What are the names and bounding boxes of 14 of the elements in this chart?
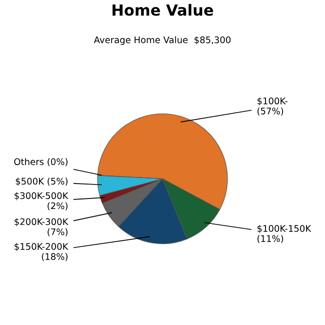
slice-label: $500K (5%) (16, 178, 68, 186)
data-label: (18%) (42, 253, 68, 262)
data-label: (57%) (258, 107, 284, 116)
data-label: (7%) (48, 228, 68, 236)
chart-subtitle: Average Home Value $85,300 (94, 36, 231, 45)
slice-label: $200K-300K (14, 218, 68, 226)
slice-label: $300K-500K (14, 192, 68, 200)
chart-title: Home Value (112, 4, 214, 16)
slice-label: $150K-200K (14, 242, 68, 252)
data-label: (2%) (48, 202, 68, 210)
slice-label: $100K- (258, 97, 288, 106)
slice-label: $100K-150K (258, 224, 312, 234)
data-label: (11%) (258, 234, 284, 244)
category-label: Others (0%) (14, 158, 68, 166)
